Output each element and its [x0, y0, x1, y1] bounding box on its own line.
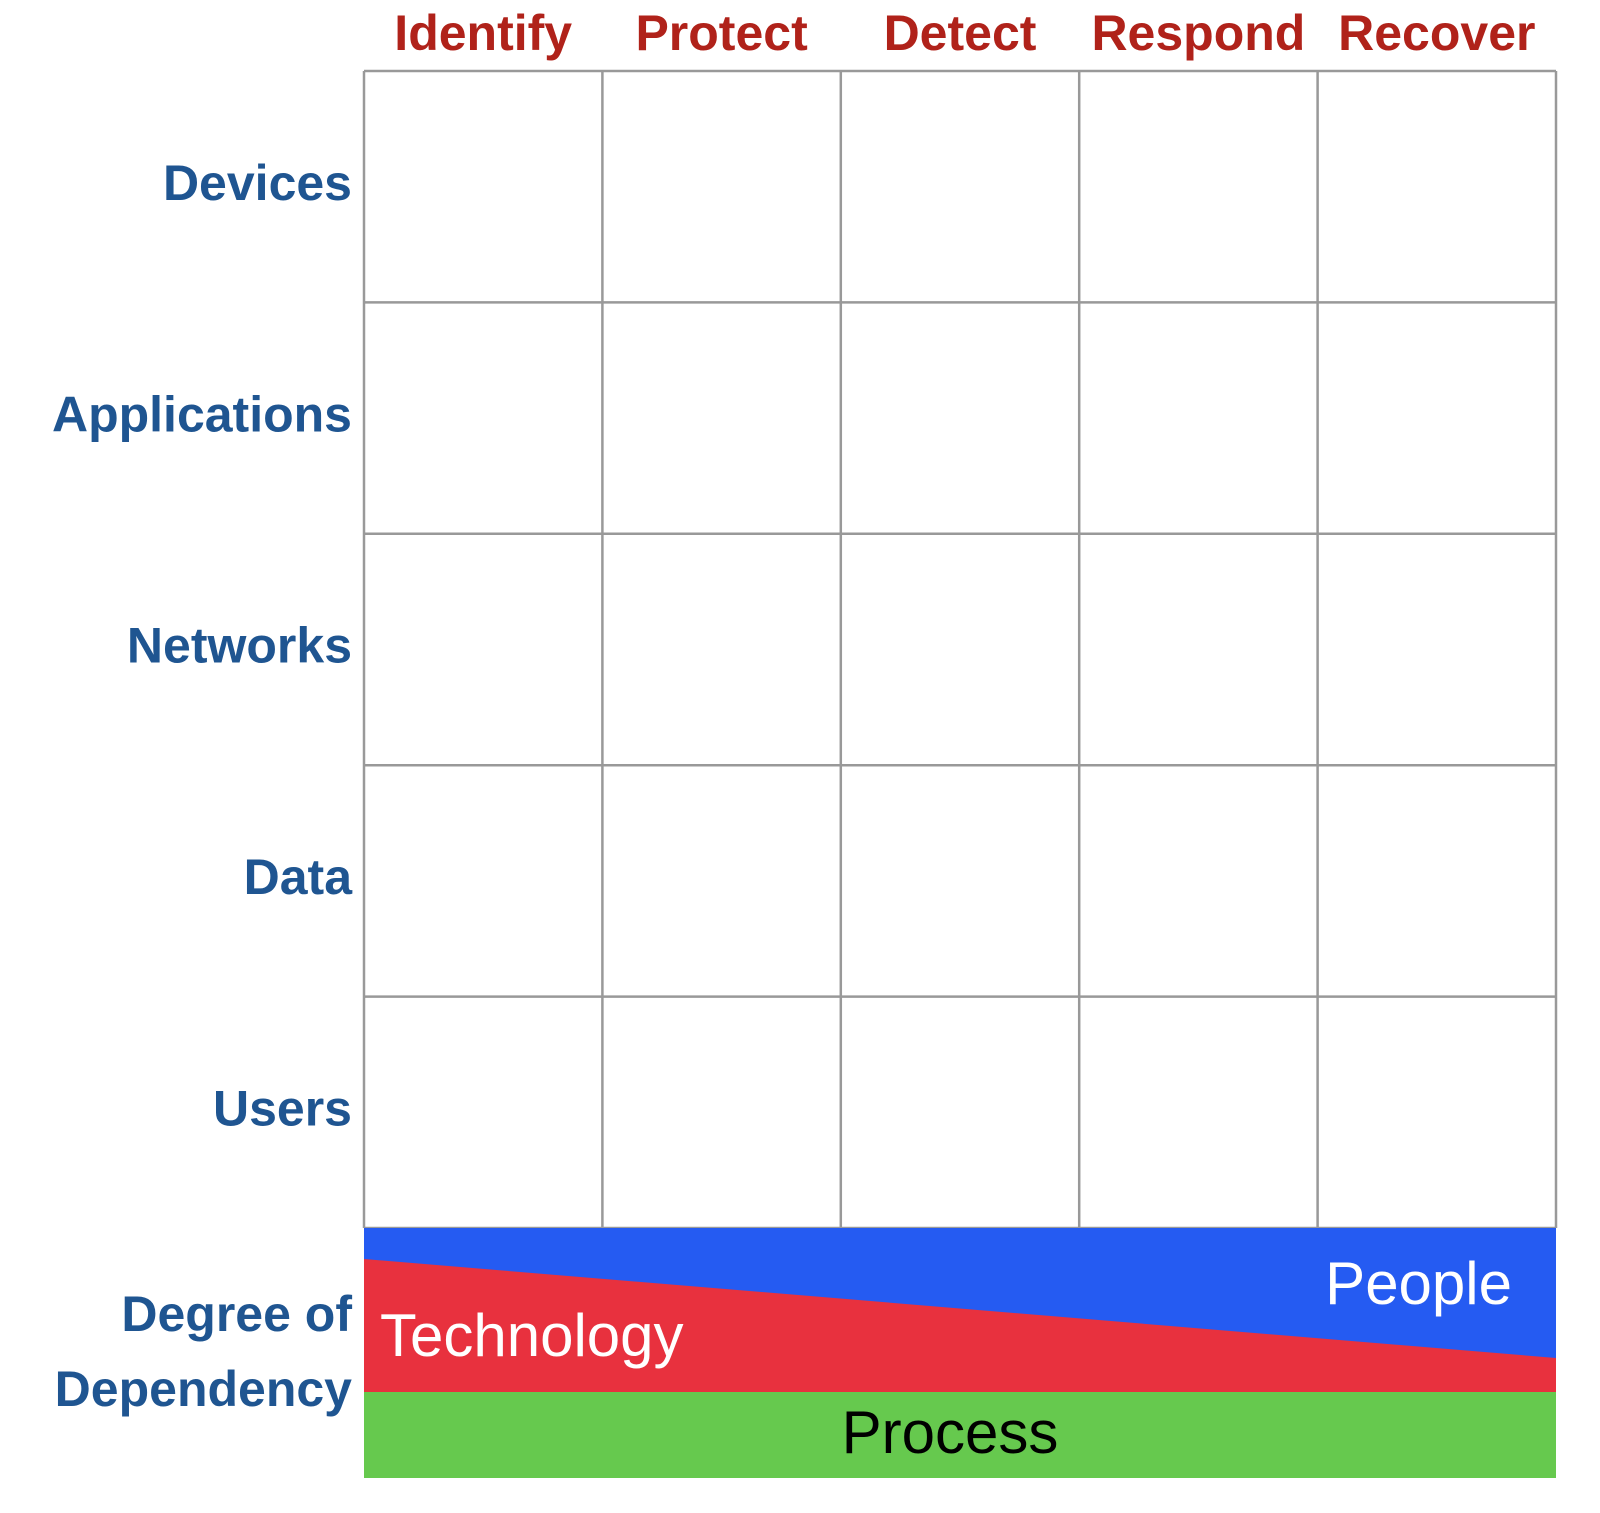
row-header: Applications: [52, 386, 352, 442]
row-header: Data: [244, 849, 354, 905]
technology-band: [364, 1259, 1556, 1392]
column-header: Detect: [884, 5, 1037, 61]
matrix-grid: [362, 69, 1558, 1230]
people-label: People: [1325, 1250, 1512, 1317]
row-header: Devices: [163, 155, 352, 211]
dependency-label: Dependency: [55, 1361, 353, 1417]
technology-label: Technology: [380, 1302, 684, 1369]
column-header: Protect: [635, 5, 808, 61]
row-header: Users: [213, 1081, 352, 1137]
process-band: [364, 1392, 1556, 1478]
column-header: Recover: [1338, 5, 1535, 61]
column-header: Identify: [394, 5, 572, 61]
dependency-label: Degree of: [121, 1286, 352, 1342]
process-label: Process: [842, 1399, 1059, 1466]
row-header: Networks: [127, 618, 352, 674]
column-header: Respond: [1091, 5, 1305, 61]
